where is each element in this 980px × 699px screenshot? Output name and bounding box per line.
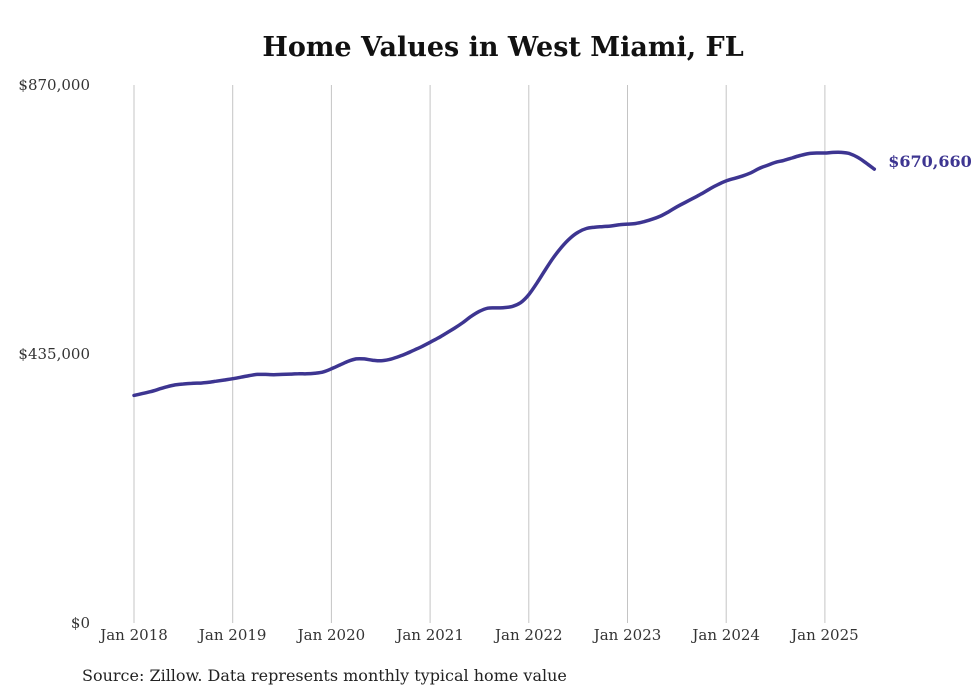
x-tick-label: Jan 2024 (690, 626, 760, 644)
series-line-home-value (132, 150, 877, 398)
source-note: Source: Zillow. Data represents monthly … (82, 666, 567, 685)
y-tick-label: $0 (71, 614, 90, 632)
y-axis-ticks: $0 $435,000 $870,000 (18, 76, 90, 632)
chart-title: Home Values in West Miami, FL (262, 32, 744, 63)
x-axis-ticks: Jan 2018 Jan 2019 Jan 2020 Jan 2021 Jan 2022… (98, 626, 858, 644)
x-tick-label: Jan 2023 (592, 626, 662, 644)
x-tick-label: Jan 2022 (493, 626, 563, 644)
gridlines (133, 85, 826, 623)
end-value-label: $670,660 (888, 152, 972, 171)
x-tick-label: Jan 2018 (98, 626, 168, 644)
x-tick-label: Jan 2021 (394, 626, 464, 644)
x-tick-label: Jan 2025 (789, 626, 859, 644)
x-tick-label: Jan 2020 (296, 626, 366, 644)
y-tick-label: $435,000 (18, 345, 90, 363)
x-tick-label: Jan 2019 (197, 626, 267, 644)
y-tick-label: $870,000 (18, 76, 90, 94)
